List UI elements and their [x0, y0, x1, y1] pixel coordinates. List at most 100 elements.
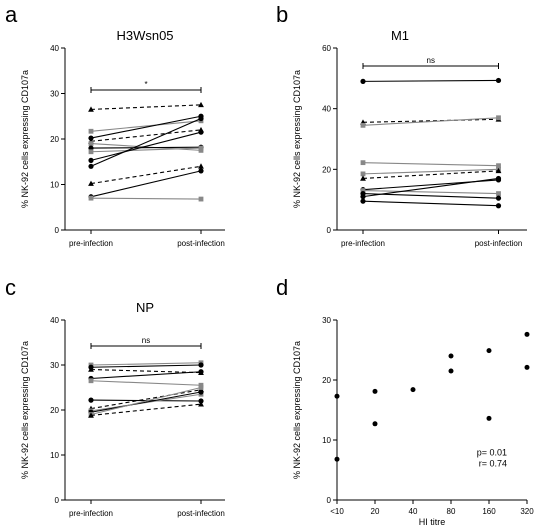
series-2 [360, 116, 502, 125]
y-tick-label: 30 [50, 90, 59, 99]
post-point-circle-marker [495, 175, 502, 182]
series-line [362, 79, 499, 82]
stat-annotation: r= 0.74 [479, 459, 507, 469]
scatter-point [448, 368, 454, 374]
series-line [90, 118, 202, 167]
series-line [362, 117, 499, 126]
series-line [90, 391, 202, 413]
y-tick-label: 30 [50, 361, 59, 370]
series-line [90, 170, 202, 198]
pre-point-circle-marker [88, 397, 94, 403]
series-4 [360, 160, 501, 169]
series-line [90, 147, 202, 153]
series-line [362, 170, 499, 179]
panel-b-letter: b [276, 2, 288, 27]
series-line [90, 380, 202, 386]
post-point-circle-marker [495, 77, 502, 84]
post-point-triangle-marker [198, 101, 204, 108]
x-tick-label: 160 [482, 507, 496, 516]
series-line [90, 129, 202, 142]
pre-point-square-marker [88, 378, 94, 384]
post-point-square-marker [198, 145, 204, 151]
series-1 [360, 77, 502, 84]
chart-a-y-axis-label: % NK-92 cells expressing CD107a [20, 70, 30, 208]
scatter-point [334, 456, 340, 462]
chart-c-title: NP [136, 300, 154, 315]
series-line [90, 364, 202, 368]
scatter-point [524, 331, 530, 337]
y-tick-label: 10 [322, 436, 331, 445]
series-line [90, 368, 202, 374]
significance-label: ns [142, 336, 150, 345]
series-5 [88, 378, 204, 388]
scatter-point [334, 393, 340, 399]
chart-a-title: H3Wsn05 [116, 28, 173, 43]
series-7 [360, 177, 502, 193]
stat-annotation: p= 0.01 [477, 448, 507, 458]
series-10 [88, 163, 204, 186]
chart-c-y-axis-label: % NK-92 cells expressing CD107a [20, 341, 30, 479]
series-1 [88, 101, 204, 112]
y-tick-label: 10 [50, 181, 59, 190]
panel-a-letter: a [5, 2, 18, 27]
y-tick-label: 20 [50, 135, 59, 144]
panel-d-letter: d [276, 275, 288, 300]
series-line [90, 115, 202, 139]
series-12 [88, 195, 204, 202]
y-tick-label: 0 [327, 496, 332, 505]
post-point-square-marker [198, 196, 204, 202]
y-tick-label: 20 [322, 376, 331, 385]
x-tick-label: 40 [409, 507, 418, 516]
series-line [90, 362, 202, 366]
pre-point-circle-marker [360, 194, 366, 200]
scatter-point [410, 387, 416, 393]
y-tick-label: 40 [50, 316, 59, 325]
series-8 [360, 188, 501, 196]
series-3 [88, 366, 204, 375]
significance-label: ns [427, 56, 435, 65]
x-tick-label: pre-infection [69, 509, 113, 518]
series-6 [360, 167, 502, 181]
y-tick-label: 10 [50, 451, 59, 460]
pre-point-circle-marker [88, 157, 94, 163]
x-tick-label: pre-infection [341, 239, 385, 248]
pre-point-circle-marker [88, 135, 94, 141]
scatter-point [486, 348, 492, 354]
scatter-point [372, 421, 378, 427]
series-11 [88, 401, 204, 418]
series-line [362, 168, 499, 175]
y-tick-label: 60 [322, 44, 331, 53]
series-5 [360, 166, 501, 177]
series-7 [88, 145, 204, 155]
series-line [90, 165, 202, 185]
chart-a: 0 10 20 30 40 % NK-92 cells expressing CD107a… [20, 28, 225, 248]
pre-point-square-marker [88, 128, 94, 134]
series-2 [88, 118, 204, 134]
post-point-triangle-marker [198, 401, 204, 407]
series-line [362, 177, 499, 198]
series-10 [360, 175, 502, 200]
chart-d-y-axis-label: % NK-92 cells expressing CD107a [292, 341, 302, 479]
y-tick-label: 30 [322, 316, 331, 325]
post-point-triangle-marker [495, 167, 502, 174]
series-line [90, 371, 202, 380]
series-4 [88, 369, 204, 382]
series-7 [88, 386, 204, 411]
x-tick-label: post-infection [177, 239, 225, 248]
series-3 [360, 115, 501, 128]
y-tick-label: 40 [322, 105, 331, 114]
y-tick-label: 0 [327, 226, 332, 235]
pre-point-triangle-marker [88, 106, 94, 112]
pre-point-square-marker [360, 171, 366, 177]
post-point-square-marker [496, 191, 501, 196]
charts-group: 0 10 20 30 40 % NK-92 cells expressing CD107a… [20, 28, 534, 527]
post-point-square-marker [496, 115, 501, 121]
chart-b-y-axis-label: % NK-92 cells expressing CD107a [292, 70, 302, 208]
series-line [362, 162, 499, 167]
chart-d-x-axis-label: HI titre [419, 517, 446, 527]
pre-point-square-marker [88, 149, 94, 155]
y-tick-label: 0 [55, 496, 60, 505]
y-tick-label: 20 [322, 165, 331, 174]
series-line [362, 118, 499, 123]
